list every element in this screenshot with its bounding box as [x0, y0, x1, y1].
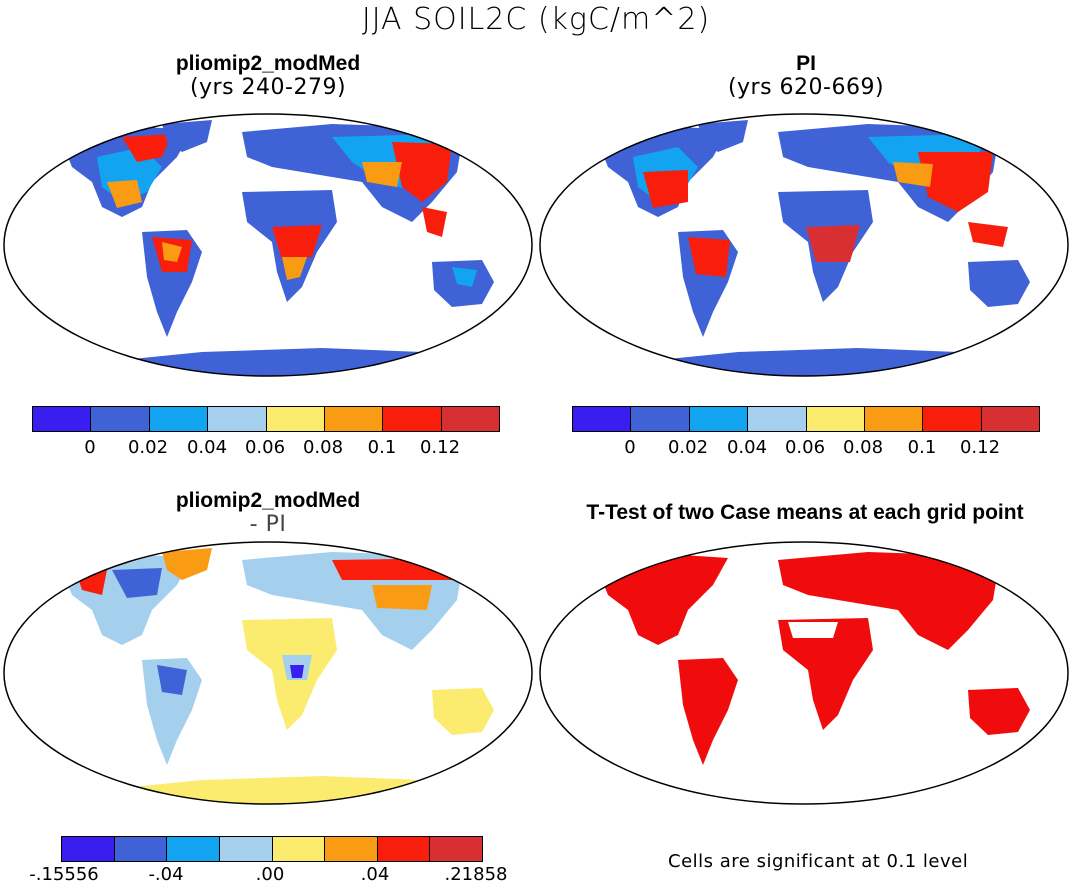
colorbar-swatch	[325, 837, 378, 861]
panel-title-bottom-left: pliomip2_modMed	[175, 489, 361, 512]
colorbar-swatch	[864, 407, 924, 431]
panel-subtitle-top-left: (yrs 240-279)	[189, 75, 347, 100]
colorbar-swatch	[266, 407, 325, 431]
panel-title-top-left: pliomip2_modMed	[175, 52, 361, 75]
colorbar-swatch	[631, 407, 690, 431]
tick-label: 0.06	[784, 437, 826, 458]
colorbar-swatch	[272, 837, 326, 861]
colorbar-abs-right	[572, 406, 1040, 432]
tick-label: .21858	[444, 864, 508, 885]
map-bottom-right	[539, 541, 1069, 805]
tick-label: 0.04	[186, 437, 228, 458]
tick-label: 0.04	[726, 437, 768, 458]
colorbar-swatch	[62, 837, 115, 861]
colorbar-abs-left	[32, 406, 500, 432]
tick-label: .04	[360, 864, 390, 885]
colorbar-swatch	[149, 407, 209, 431]
tick-label: 0.02	[127, 437, 169, 458]
map-top-left	[3, 113, 533, 377]
colorbar-swatch	[114, 837, 168, 861]
colorbar-swatch	[383, 407, 442, 431]
significance-note: Cells are significant at 0.1 level	[668, 851, 969, 872]
panel-title-bottom-right: T-Test of two Case means at each grid po…	[586, 501, 1024, 524]
tick-label: 0.08	[302, 437, 344, 458]
colorbar-swatch	[923, 407, 982, 431]
colorbar-swatch	[208, 407, 267, 431]
tick-label: -.04	[148, 864, 184, 885]
tick-label: 0.12	[959, 437, 1001, 458]
tick-label: 0.08	[842, 437, 884, 458]
tick-label: 0.12	[419, 437, 461, 458]
colorbar-swatch	[573, 407, 632, 431]
colorbar-swatch	[748, 407, 807, 431]
colorbar-diff	[61, 836, 483, 862]
tick-label: 0.02	[667, 437, 709, 458]
figure-title: JJA SOIL2C (kgC/m^2)	[361, 2, 711, 37]
tick-label: -.15556	[29, 864, 99, 885]
panel-title-top-right: PI	[796, 52, 816, 75]
map-bottom-left	[3, 541, 533, 805]
colorbar-swatch	[430, 837, 482, 861]
colorbar-swatch	[324, 407, 384, 431]
tick-label: 0.06	[244, 437, 286, 458]
tick-label: 0	[84, 437, 96, 458]
colorbar-swatch	[981, 407, 1039, 431]
colorbar-swatch	[377, 837, 431, 861]
panel-subtitle-top-right: (yrs 620-669)	[727, 75, 885, 100]
colorbar-swatch	[167, 837, 220, 861]
colorbar-swatch	[441, 407, 499, 431]
colorbar-swatch	[806, 407, 865, 431]
colorbar-swatch	[689, 407, 749, 431]
panel-subtitle-bottom-left: - PI	[249, 512, 287, 537]
colorbar-swatch	[91, 407, 150, 431]
tick-label: .00	[255, 864, 285, 885]
colorbar-swatch	[219, 837, 273, 861]
colorbar-swatch	[33, 407, 92, 431]
map-top-right	[539, 113, 1069, 377]
tick-label: 0.1	[907, 437, 937, 458]
tick-label: 0.1	[367, 437, 397, 458]
tick-label: 0	[624, 437, 636, 458]
